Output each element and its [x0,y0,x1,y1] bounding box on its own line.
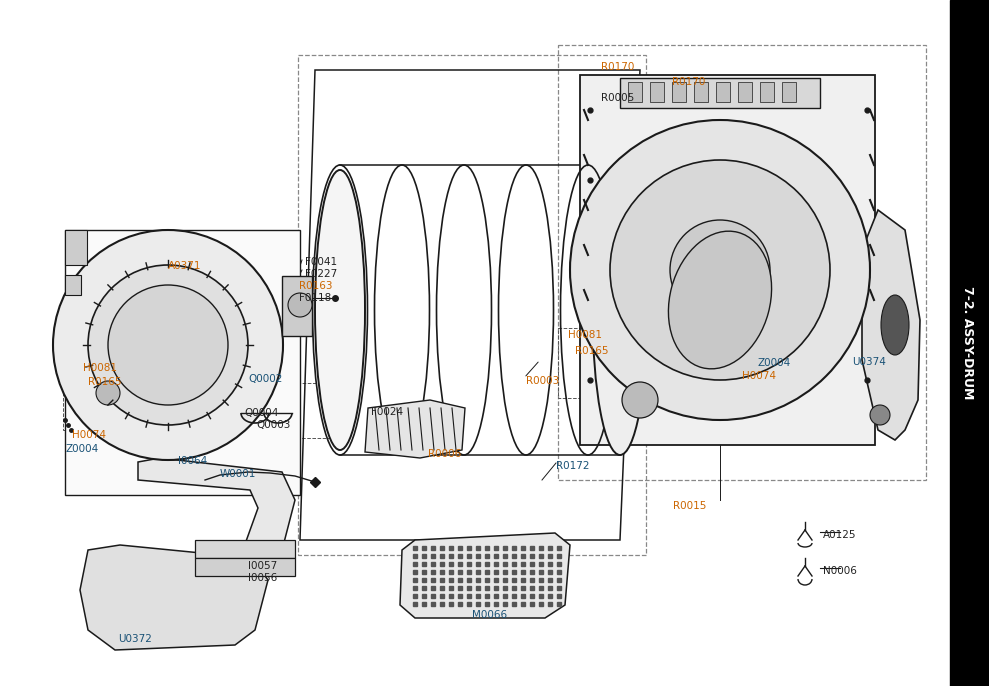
Bar [628,82,642,102]
Polygon shape [862,210,920,440]
Text: N0006: N0006 [823,566,856,576]
Text: U0374: U0374 [852,357,886,367]
Text: R0165: R0165 [88,377,122,387]
Text: A0125: A0125 [823,530,856,540]
Bar [65,230,300,495]
Text: Q0004: Q0004 [244,408,278,418]
Text: H0074: H0074 [742,371,776,381]
Circle shape [108,285,228,405]
Polygon shape [80,545,268,650]
Bar [672,82,686,102]
Text: H0074: H0074 [72,430,106,440]
Text: I0057: I0057 [248,561,277,571]
Text: F0227: F0227 [305,269,337,279]
Text: Z0004: Z0004 [757,358,790,368]
Bar [65,230,87,265]
Bar [230,383,338,438]
Text: U0372: U0372 [118,634,152,644]
Text: F0041: F0041 [305,257,337,267]
Text: F0118: F0118 [299,293,331,303]
Ellipse shape [592,165,648,455]
Bar [694,82,708,102]
Bar [950,0,989,686]
Bar [282,276,312,336]
Bar [760,82,774,102]
Circle shape [622,382,658,418]
Polygon shape [400,533,570,618]
Circle shape [288,293,312,317]
Circle shape [670,220,770,320]
Bar [738,82,752,102]
Text: I0064: I0064 [178,456,208,466]
Circle shape [870,405,890,425]
Text: R0005: R0005 [601,93,634,103]
Circle shape [88,265,248,425]
Text: M0066: M0066 [472,610,507,620]
Bar [63,355,145,430]
Circle shape [53,230,283,460]
Text: R0170: R0170 [672,77,705,87]
Text: R0170: R0170 [601,62,634,72]
Bar [650,82,664,102]
Polygon shape [138,458,295,570]
Bar [620,78,820,108]
Text: R0165: R0165 [575,346,608,356]
Text: Q0003: Q0003 [256,420,291,430]
Bar [716,82,730,102]
Circle shape [570,120,870,420]
Text: W0001: W0001 [220,469,256,479]
Bar [558,328,630,398]
Circle shape [610,160,830,380]
Text: R0006: R0006 [428,449,461,459]
Text: A0371: A0371 [168,261,202,271]
Bar [298,55,646,555]
Text: R0163: R0163 [299,281,332,291]
Text: I0056: I0056 [248,573,277,583]
Bar [195,558,295,576]
Text: R0015: R0015 [673,501,706,511]
Text: 7-2. ASSY-DRUM: 7-2. ASSY-DRUM [961,286,974,400]
Polygon shape [365,400,465,458]
Text: R0172: R0172 [556,461,589,471]
Bar [558,45,926,480]
Bar [195,540,295,558]
Text: H0081: H0081 [568,330,602,340]
Text: F0024: F0024 [371,407,404,417]
Text: R0003: R0003 [526,376,559,386]
Text: Q0002: Q0002 [248,374,283,384]
Ellipse shape [315,170,365,450]
Bar [65,275,81,295]
Circle shape [96,381,120,405]
Ellipse shape [669,231,771,369]
Bar [580,75,875,445]
Text: Z0004: Z0004 [65,444,98,454]
Text: H0081: H0081 [83,363,117,373]
Ellipse shape [881,295,909,355]
Bar [782,82,796,102]
